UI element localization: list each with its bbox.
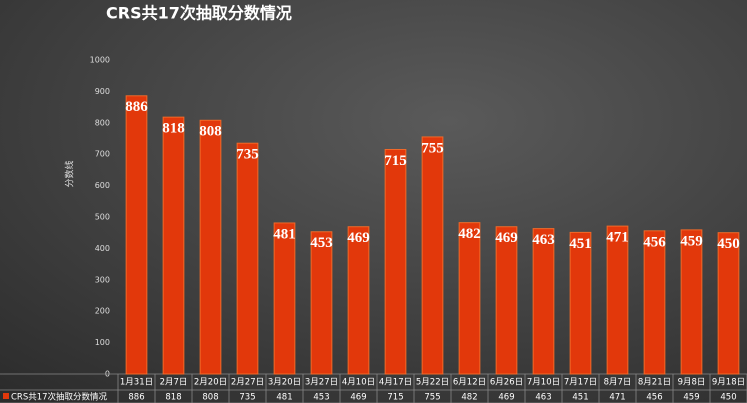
table-value: 453 (313, 393, 329, 403)
table-value: 735 (239, 393, 255, 403)
y-tick-label: 600 (95, 181, 110, 190)
chart-title: CRS共17次抽取分数情况 (106, 4, 292, 23)
bar (680, 229, 703, 375)
table-value: 459 (683, 393, 699, 403)
x-tick-label: 1月31日 (120, 378, 153, 388)
table-value: 450 (720, 393, 736, 403)
y-tick-label: 500 (95, 213, 110, 222)
y-tick-label: 700 (95, 150, 110, 159)
table-value: 471 (609, 393, 625, 403)
x-tick-label: 6月12日 (453, 378, 486, 388)
table-value: 755 (424, 393, 440, 403)
bar (606, 225, 629, 375)
bar (384, 148, 407, 375)
x-tick-label: 4月17日 (379, 378, 412, 388)
table-value: 469 (350, 393, 366, 403)
value-label: 469 (495, 230, 518, 246)
value-label: 463 (532, 232, 555, 248)
y-tick-label: 100 (95, 338, 110, 347)
value-label: 755 (421, 140, 444, 156)
x-tick-label: 6月26日 (490, 378, 523, 388)
bar (569, 231, 592, 375)
value-label: 450 (717, 236, 740, 252)
bar (347, 226, 370, 375)
bar (199, 119, 222, 375)
value-label: 482 (458, 226, 481, 242)
x-tick-label: 3月20日 (268, 378, 301, 388)
x-tick-label: 3月27日 (305, 378, 338, 388)
bar (532, 228, 555, 375)
bar (273, 222, 296, 375)
y-tick-label: 200 (95, 307, 110, 316)
x-tick-label: 8月21日 (638, 378, 671, 388)
y-tick-label: 300 (95, 275, 110, 284)
table-value: 808 (202, 393, 218, 403)
bar (717, 232, 740, 375)
x-tick-label: 7月17日 (564, 378, 597, 388)
x-tick-label: 9月8日 (678, 378, 706, 388)
table-value: 482 (461, 393, 477, 403)
bar (458, 222, 481, 375)
x-tick-label: 7月10日 (527, 378, 560, 388)
x-tick-label: 2月7日 (160, 378, 188, 388)
value-label: 808 (199, 124, 222, 140)
table-value: 481 (276, 393, 292, 403)
value-label: 453 (310, 235, 333, 251)
value-label: 459 (680, 233, 703, 249)
table-value: 715 (387, 393, 403, 403)
bar (495, 226, 518, 375)
y-axis-label: 分数线 (64, 160, 76, 187)
value-label: 735 (236, 147, 259, 163)
y-tick-label: 400 (95, 244, 110, 253)
x-tick-label: 4月10日 (342, 378, 375, 388)
value-label: 715 (384, 153, 407, 169)
bar (643, 230, 666, 375)
bar (236, 142, 259, 375)
table-value: 451 (572, 393, 588, 403)
x-tick-label: 2月20日 (194, 378, 227, 388)
value-label: 471 (606, 230, 629, 246)
bar (125, 95, 148, 375)
bar (421, 136, 444, 375)
x-tick-label: 2月27日 (231, 378, 264, 388)
y-tick-label: 900 (95, 87, 110, 96)
value-label: 818 (162, 121, 185, 137)
legend-swatch (3, 393, 9, 399)
x-tick-label: 9月18日 (712, 378, 745, 388)
table-value: 886 (128, 393, 144, 403)
table-value: 456 (646, 393, 662, 403)
table-value: 463 (535, 393, 551, 403)
x-tick-label: 5月22日 (416, 378, 449, 388)
y-tick-label: 1000 (90, 56, 110, 65)
x-tick-label: 8月7日 (604, 378, 632, 388)
value-label: 469 (347, 230, 370, 246)
value-label: 451 (569, 236, 592, 252)
y-tick-label: 800 (95, 118, 110, 127)
legend-label: CRS共17次抽取分数情况 (11, 392, 108, 403)
table-value: 469 (498, 393, 514, 403)
value-label: 886 (125, 99, 148, 115)
bar (162, 116, 185, 375)
value-label: 456 (643, 234, 666, 250)
bar (310, 231, 333, 375)
value-label: 481 (273, 226, 296, 242)
table-value: 818 (165, 393, 181, 403)
